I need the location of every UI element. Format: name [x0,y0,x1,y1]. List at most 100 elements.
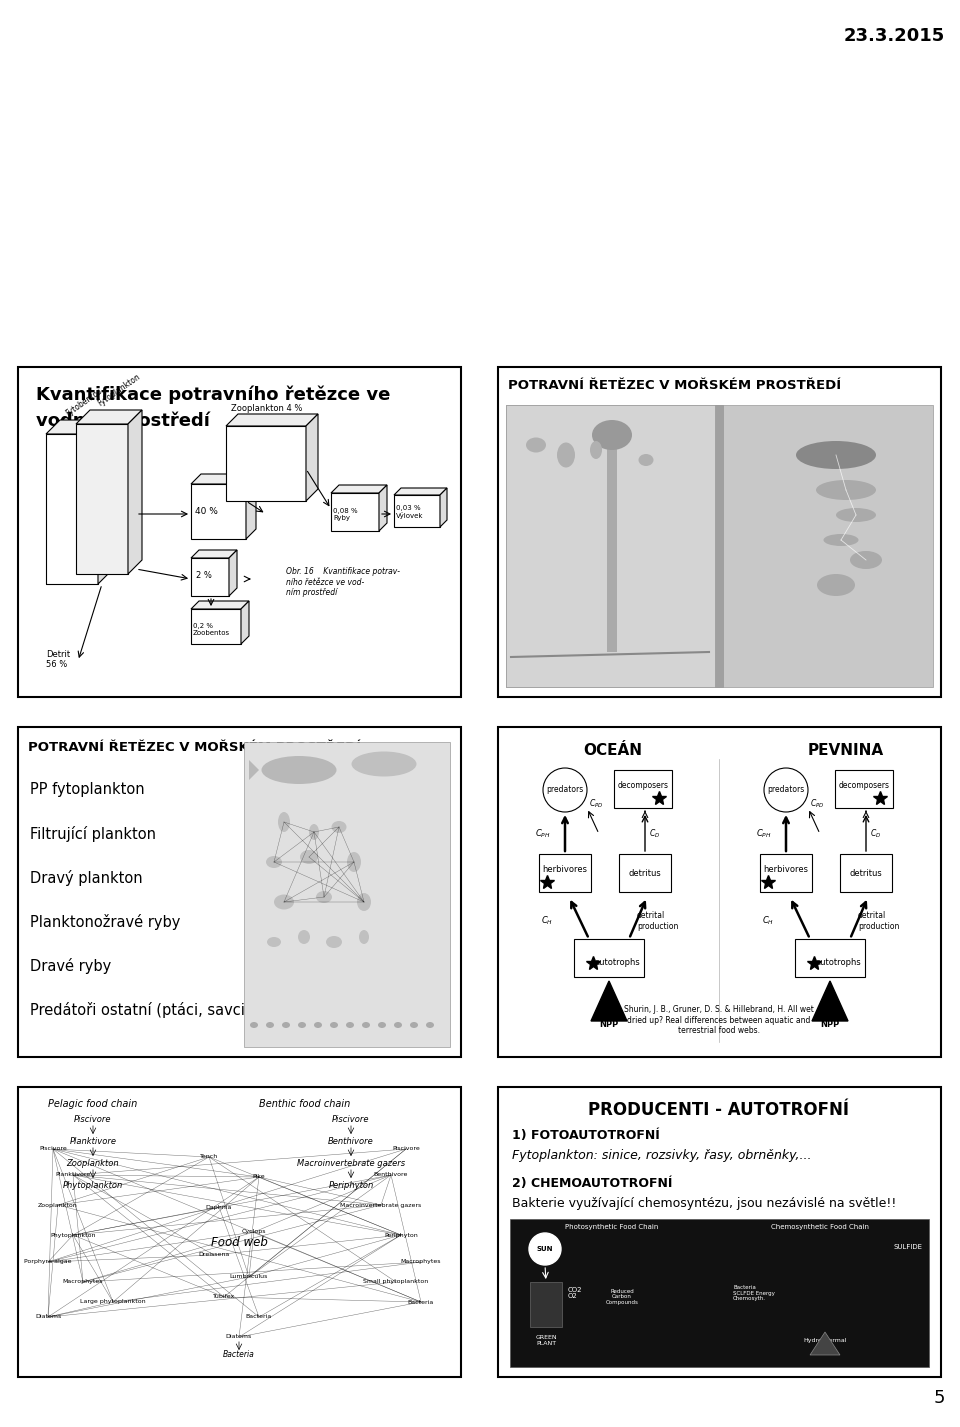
Bar [331,492,379,531]
Ellipse shape [267,938,281,948]
Text: POTRAVNÍ ŘETĚZEC V MOŘSKÉM PROSTŘEDÍ: POTRAVNÍ ŘETĚZEC V MOŘSKÉM PROSTŘEDÍ [508,380,841,392]
Text: Bakterie využívající chemosyntézu, jsou nezávislé na světle!!: Bakterie využívající chemosyntézu, jsou … [512,1197,897,1210]
Text: 0,03 %
Výlovek: 0,03 % Výlovek [396,505,423,519]
Polygon shape [246,474,256,539]
Ellipse shape [362,1022,370,1027]
Polygon shape [591,980,627,1020]
Text: Piscivore: Piscivore [74,1114,111,1124]
Bar [510,1219,929,1367]
Text: predators: predators [767,785,804,795]
Text: decomposers: decomposers [838,782,890,791]
Ellipse shape [359,930,369,945]
Text: Macrophytes: Macrophytes [400,1260,442,1264]
Polygon shape [331,485,387,492]
Ellipse shape [316,890,332,903]
Text: Periphyton: Periphyton [328,1182,373,1190]
Text: OCEÁN: OCEÁN [583,743,642,758]
Ellipse shape [816,479,876,499]
Ellipse shape [850,551,882,569]
Text: Bacteria
SCLFDE Energy
Chemosyth.: Bacteria SCLFDE Energy Chemosyth. [733,1284,775,1301]
Polygon shape [394,488,447,495]
Polygon shape [191,474,256,484]
Text: POTRAVNÍ ŘETĚZEC V MOŘSKÉM PROSTŘEDÍ: POTRAVNÍ ŘETĚZEC V MOŘSKÉM PROSTŘEDÍ [28,741,361,753]
Polygon shape [128,410,142,574]
Ellipse shape [557,442,575,468]
Text: Macroinvertebrate gazers: Macroinvertebrate gazers [297,1159,405,1169]
Ellipse shape [410,1022,418,1027]
Ellipse shape [824,534,858,547]
Ellipse shape [309,823,319,841]
Bar [191,609,241,644]
Ellipse shape [274,895,294,909]
Ellipse shape [346,1022,354,1027]
Bar [760,853,812,892]
Text: 2 %: 2 % [196,571,212,581]
Text: detritus: detritus [629,869,661,878]
Polygon shape [46,420,112,434]
Text: Tench: Tench [200,1154,218,1160]
Bar [46,434,98,584]
Text: herbivores: herbivores [763,866,808,875]
Text: autotrophs: autotrophs [594,958,640,968]
Bar [795,939,865,977]
Text: predators: predators [546,785,584,795]
Text: Periphyton: Periphyton [384,1233,418,1237]
Bar [191,484,246,539]
Text: Macroinvertebrate gazers: Macroinvertebrate gazers [341,1203,421,1207]
Polygon shape [76,410,142,424]
Text: Dravé ryby: Dravé ryby [30,958,111,975]
Bar [76,424,128,574]
Bar [530,1281,562,1327]
Ellipse shape [357,893,371,910]
Ellipse shape [526,438,546,452]
Ellipse shape [326,936,342,948]
Text: Bacteria: Bacteria [408,1300,434,1304]
Polygon shape [810,1331,840,1356]
Ellipse shape [590,441,602,459]
Bar [840,853,892,892]
Circle shape [529,1233,561,1264]
Text: 5: 5 [933,1388,945,1407]
Text: detrital
production: detrital production [637,912,679,930]
Bar [394,495,440,527]
Ellipse shape [817,574,855,596]
Ellipse shape [331,821,347,833]
Text: 0,08 %
Ryby: 0,08 % Ryby [333,508,358,521]
Text: Fytoplankton: sinice, rozsivky, řasy, obrněnky,...: Fytoplankton: sinice, rozsivky, řasy, ob… [512,1149,811,1162]
Text: Benthivore: Benthivore [373,1173,408,1177]
Ellipse shape [638,454,654,467]
Text: NPP: NPP [599,1020,618,1029]
Text: SULFIDE: SULFIDE [894,1244,923,1250]
Text: Predátoři ostatní (ptáci, savci): Predátoři ostatní (ptáci, savci) [30,1002,251,1017]
Text: Phytoplankton: Phytoplankton [50,1233,96,1237]
Ellipse shape [298,930,310,945]
Text: Dravý plankton: Dravý plankton [30,870,143,886]
Text: Phytoplankton: Phytoplankton [62,1182,123,1190]
Text: Small phytoplankton: Small phytoplankton [364,1280,428,1284]
Ellipse shape [266,1022,274,1027]
Ellipse shape [266,856,282,868]
Text: Pelagic food chain: Pelagic food chain [48,1099,137,1109]
Text: decomposers: decomposers [617,782,668,791]
Text: Large phytoplankton: Large phytoplankton [81,1300,146,1304]
Text: vodním prostředí: vodním prostředí [36,411,210,430]
Text: $C_{PH}$: $C_{PH}$ [536,828,551,841]
Text: Zooplankton: Zooplankton [66,1159,119,1169]
Text: detritus: detritus [850,869,882,878]
Text: detrital
production: detrital production [858,912,900,930]
Text: herbivores: herbivores [542,866,588,875]
Text: Benthivore: Benthivore [328,1137,373,1146]
Text: Diatoms: Diatoms [226,1334,252,1340]
Ellipse shape [330,1022,338,1027]
Text: Planktonožravé ryby: Planktonožravé ryby [30,915,180,930]
Circle shape [764,768,808,812]
Text: PRODUCENTI - AUTOTROFNÍ: PRODUCENTI - AUTOTROFNÍ [588,1102,850,1119]
Ellipse shape [298,1022,306,1027]
Ellipse shape [426,1022,434,1027]
Text: Planktivore: Planktivore [69,1137,116,1146]
Bar [574,939,644,977]
Text: Piscivore: Piscivore [332,1114,370,1124]
Text: Bacteria: Bacteria [223,1350,254,1359]
Text: Piscivore: Piscivore [392,1146,420,1152]
Ellipse shape [278,812,290,832]
